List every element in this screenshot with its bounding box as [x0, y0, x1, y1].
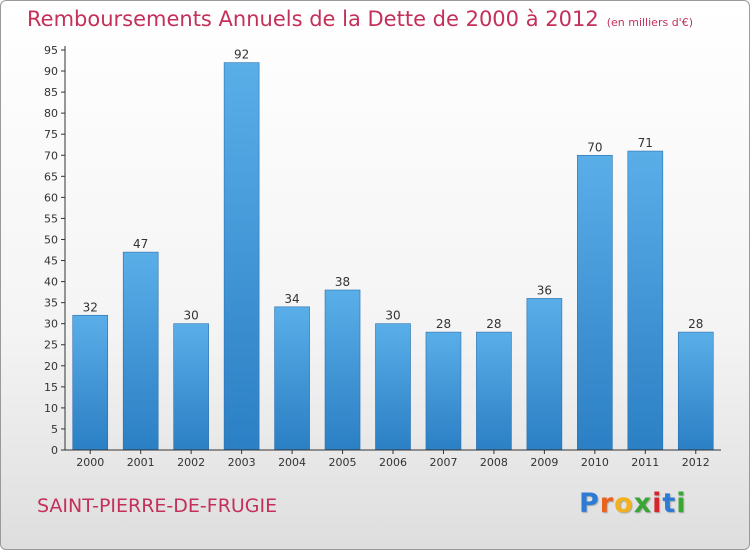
bar [324, 289, 361, 451]
data-label: 28 [688, 317, 703, 331]
x-tick-label: 2009 [530, 456, 558, 469]
x-tick-label: 2007 [429, 456, 457, 469]
bars: 32 47 30 92 34 38 30 28 28 36 70 71 28 [72, 48, 714, 451]
y-tick-label: 5 [51, 423, 58, 436]
logo-letter: i [652, 488, 663, 519]
x-tick-label: 2008 [480, 456, 508, 469]
y-tick-label: 10 [44, 402, 58, 415]
data-label: 30 [184, 309, 199, 323]
x-tick-label: 2001 [127, 456, 155, 469]
logo-letter: P [579, 488, 600, 519]
logo-letter: t [662, 488, 677, 519]
y-tick-label: 40 [44, 276, 58, 289]
chart-title-text: Remboursements Annuels de la Dette de 20… [27, 7, 599, 31]
logo-letter: x [633, 488, 653, 519]
y-tick-label: 30 [44, 318, 58, 331]
bar [122, 251, 159, 451]
data-label: 71 [638, 136, 653, 150]
y-tick-label: 65 [44, 170, 58, 183]
x-tick-label: 2011 [631, 456, 659, 469]
y-tick-label: 45 [44, 255, 58, 268]
y-tick-label: 15 [44, 381, 58, 394]
x-tick-label: 2003 [228, 456, 256, 469]
x-tick-label: 2000 [76, 456, 104, 469]
y-tick-label: 70 [44, 149, 58, 162]
chart-title: Remboursements Annuels de la Dette de 20… [27, 7, 693, 31]
y-tick-label: 20 [44, 360, 58, 373]
bar [375, 323, 411, 451]
bar [577, 154, 613, 451]
y-tick-label: 85 [44, 86, 58, 99]
bar [72, 314, 109, 451]
logo-letter: r [599, 488, 615, 519]
data-label: 36 [537, 283, 552, 297]
data-label: 47 [133, 237, 148, 251]
data-label: 30 [385, 309, 400, 323]
x-tick-label: 2002 [177, 456, 205, 469]
y-tick-label: 25 [44, 339, 58, 352]
y-tick-label: 75 [44, 128, 58, 141]
x-tick-label: 2004 [278, 456, 306, 469]
bar [677, 331, 714, 451]
x-axis: 2000 2001 2002 2003 2004 2005 2006 2007 2008 2009… [65, 449, 721, 469]
bar [476, 331, 512, 451]
bar [526, 298, 563, 451]
y-tick-label: 55 [44, 212, 58, 225]
x-tick-label: 2010 [581, 456, 609, 469]
y-tick-label: 80 [44, 107, 58, 120]
data-label: 28 [486, 317, 501, 331]
y-tick-label: 50 [44, 233, 58, 246]
y-tick-label: 60 [44, 191, 58, 204]
y-tick-label: 95 [44, 44, 58, 57]
x-tick-label: 2005 [329, 456, 357, 469]
logo-letter: i [676, 488, 687, 519]
y-tick-label: 0 [51, 444, 58, 457]
bar [173, 323, 209, 451]
data-label: 38 [335, 275, 350, 289]
bar [223, 62, 260, 451]
data-label: 70 [587, 140, 602, 154]
data-label: 92 [234, 48, 249, 62]
chart-subtitle: (en milliers d'€) [606, 16, 693, 29]
bar [274, 306, 310, 451]
x-tick-label: 2012 [682, 456, 710, 469]
x-tick-label: 2006 [379, 456, 407, 469]
place-name: SAINT-PIERRE-DE-FRUGIE [37, 495, 278, 517]
bar [627, 150, 664, 451]
y-tick-label: 90 [44, 65, 58, 78]
logo-letter: o [614, 488, 634, 519]
proxiti-logo: Proxiti [579, 488, 687, 519]
y-tick-label: 35 [44, 297, 58, 310]
y-axis: 0 5 10 15 20 25 30 35 40 45 50 55 60 65 70 75 80 85 90 95 [44, 44, 66, 457]
data-label: 32 [83, 300, 98, 314]
bar [425, 331, 462, 451]
data-label: 34 [284, 292, 299, 306]
data-label: 28 [436, 317, 451, 331]
